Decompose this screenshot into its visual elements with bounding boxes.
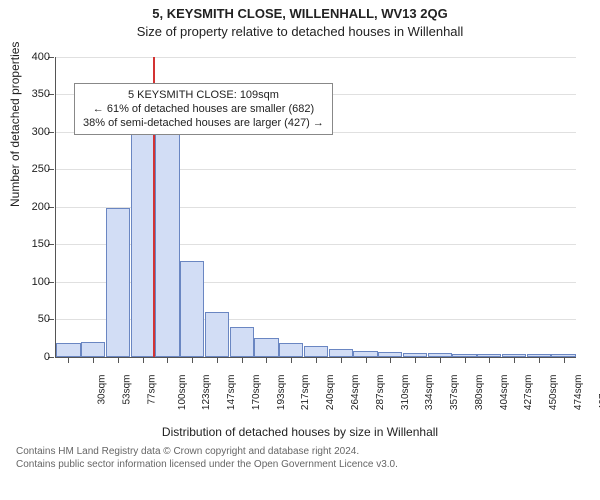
x-tick-label: 264sqm — [350, 374, 361, 410]
x-tick-label: 404sqm — [499, 374, 510, 410]
chart-body: Number of detached properties 0501001502… — [0, 41, 600, 421]
callout-line2: ← 61% of detached houses are smaller (68… — [83, 102, 324, 116]
y-tick-label: 300 — [18, 126, 50, 138]
x-tick — [217, 357, 218, 363]
x-tick-label: 334sqm — [424, 374, 435, 410]
x-tick — [366, 357, 367, 363]
x-tick — [291, 357, 292, 363]
callout-line3: 38% of semi-detached houses are larger (… — [83, 116, 324, 130]
histogram-bar — [279, 343, 303, 357]
x-tick — [440, 357, 441, 363]
histogram-bar — [304, 346, 328, 357]
y-tick-label: 100 — [18, 276, 50, 288]
x-tick — [465, 357, 466, 363]
x-tick-label: 380sqm — [474, 374, 485, 410]
y-tick-label: 200 — [18, 201, 50, 213]
x-tick-label: 100sqm — [177, 374, 188, 410]
title-subtitle: Size of property relative to detached ho… — [0, 24, 600, 40]
histogram-bar — [205, 312, 229, 357]
x-tick — [390, 357, 391, 363]
x-tick — [192, 357, 193, 363]
y-tick-label: 250 — [18, 163, 50, 175]
x-tick-label: 287sqm — [375, 374, 386, 410]
footer: Contains HM Land Registry data © Crown c… — [0, 439, 600, 471]
x-tick-label: 357sqm — [449, 374, 460, 410]
x-tick-label: 310sqm — [400, 374, 411, 410]
histogram-bar — [230, 327, 254, 357]
x-tick-label: 474sqm — [573, 374, 584, 410]
histogram-bar — [155, 105, 179, 356]
grid-line — [56, 57, 576, 58]
x-tick-label: 193sqm — [276, 374, 287, 410]
x-tick-label: 240sqm — [325, 374, 336, 410]
footer-line2: Contains public sector information licen… — [16, 458, 584, 471]
chart-titles: 5, KEYSMITH CLOSE, WILLENHALL, WV13 2QG … — [0, 0, 600, 41]
x-tick-label: 450sqm — [548, 374, 559, 410]
x-tick-label: 217sqm — [301, 374, 312, 410]
x-tick — [167, 357, 168, 363]
y-tick-label: 0 — [18, 351, 50, 363]
histogram-bar — [254, 338, 278, 357]
x-tick — [68, 357, 69, 363]
x-tick — [266, 357, 267, 363]
x-tick-label: 427sqm — [523, 374, 534, 410]
x-tick — [242, 357, 243, 363]
x-tick — [489, 357, 490, 363]
x-axis-title: Distribution of detached houses by size … — [0, 425, 600, 439]
x-tick — [143, 357, 144, 363]
x-tick-label: 170sqm — [251, 374, 262, 410]
x-tick — [341, 357, 342, 363]
x-tick — [564, 357, 565, 363]
x-tick — [539, 357, 540, 363]
y-tick-label: 50 — [18, 313, 50, 325]
x-tick-label: 53sqm — [122, 374, 133, 404]
x-tick — [514, 357, 515, 363]
histogram-bar — [106, 208, 130, 357]
x-tick — [118, 357, 119, 363]
x-tick — [415, 357, 416, 363]
x-tick-label: 123sqm — [202, 374, 213, 410]
y-tick-label: 350 — [18, 88, 50, 100]
x-tick-label: 77sqm — [146, 374, 157, 404]
x-tick — [93, 357, 94, 363]
callout-box: 5 KEYSMITH CLOSE: 109sqm← 61% of detache… — [74, 83, 333, 136]
histogram-bar — [131, 109, 155, 357]
title-address: 5, KEYSMITH CLOSE, WILLENHALL, WV13 2QG — [0, 6, 600, 22]
x-tick-label: 30sqm — [97, 374, 108, 404]
histogram-bar — [180, 261, 204, 357]
x-tick-label: 147sqm — [226, 374, 237, 410]
histogram-bar — [329, 349, 353, 357]
y-tick-label: 150 — [18, 238, 50, 250]
y-axis-title: Number of detached properties — [8, 41, 22, 206]
callout-line1: 5 KEYSMITH CLOSE: 109sqm — [83, 88, 324, 102]
histogram-bar — [56, 343, 80, 357]
plot-area: 05010015020025030035040030sqm53sqm77sqm1… — [55, 57, 576, 358]
x-tick — [316, 357, 317, 363]
y-tick-label: 400 — [18, 51, 50, 63]
footer-line1: Contains HM Land Registry data © Crown c… — [16, 445, 584, 458]
histogram-bar — [81, 342, 105, 357]
